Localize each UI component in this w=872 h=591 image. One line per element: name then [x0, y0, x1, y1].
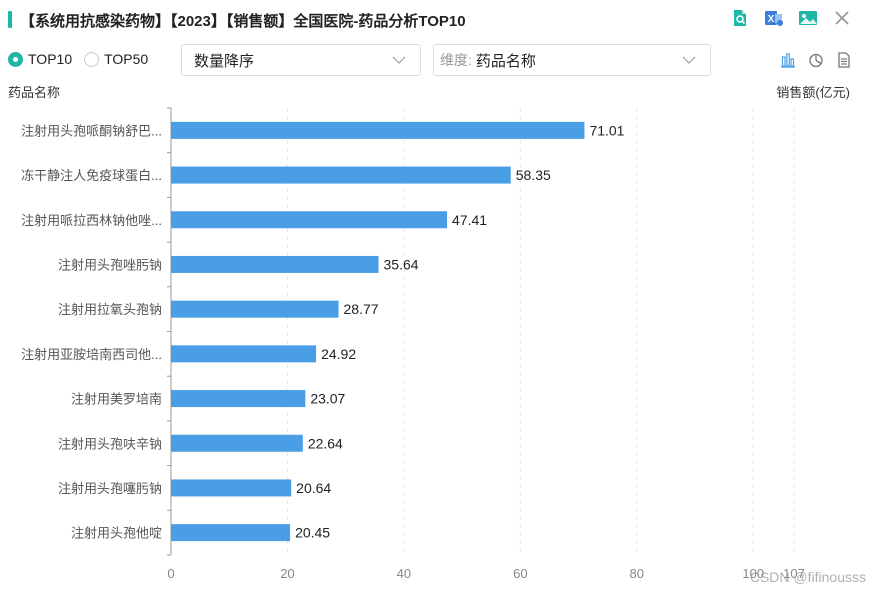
category-label: 注射用哌拉西林钠他唑...: [21, 213, 162, 228]
svg-text:X: X: [768, 14, 775, 25]
value-label: 35.64: [384, 256, 419, 272]
category-label: 注射用头孢哌酮钠舒巴...: [21, 123, 162, 138]
x-tick-label: 80: [630, 566, 644, 581]
bar: [171, 121, 585, 139]
chevron-down-icon: [682, 56, 696, 64]
watermark: CSDN @fifinousss: [749, 569, 866, 585]
category-label: 注射用美罗培南: [71, 392, 162, 407]
value-label: 58.35: [516, 167, 551, 183]
excel-export-icon[interactable]: X: [764, 8, 784, 28]
sort-select[interactable]: 数量降序: [181, 44, 421, 76]
category-label: 注射用亚胺培南西司他...: [21, 347, 162, 362]
bar: [171, 390, 306, 408]
image-export-icon[interactable]: [798, 8, 818, 28]
controls-bar: TOP10 TOP50 数量降序 维度: 药品名称: [0, 42, 872, 78]
bar: [171, 300, 339, 318]
y-axis-caption: 药品名称: [8, 85, 61, 100]
radio-top10-circle[interactable]: [8, 51, 23, 67]
x-tick-label: 0: [167, 566, 174, 581]
value-label: 22.64: [308, 435, 343, 451]
value-label: 47.41: [452, 212, 487, 228]
toolbar: X: [730, 8, 852, 28]
x-tick-label: 60: [513, 566, 527, 581]
radio-top50-circle[interactable]: [84, 51, 100, 67]
radio-top50-label: TOP50: [104, 51, 149, 67]
dimension-select[interactable]: 维度: 药品名称: [433, 44, 711, 76]
category-label: 冻干静注人免疫球蛋白...: [21, 168, 162, 183]
chevron-down-icon: [392, 56, 406, 64]
bar: [171, 255, 379, 273]
chart-title: 【系统用抗感染药物】【2023】【销售额】全国医院-药品分析TOP10: [20, 13, 466, 30]
value-label: 28.77: [344, 301, 379, 317]
value-label: 71.01: [589, 122, 624, 138]
category-label: 注射用头孢噻肟钠: [58, 481, 162, 496]
sort-select-value: 数量降序: [194, 52, 255, 70]
value-label: 20.45: [295, 525, 330, 541]
category-label: 注射用头孢他啶: [71, 526, 162, 541]
title-accent-bar: [8, 11, 12, 28]
top-n-radio-group: TOP10 TOP50: [8, 51, 148, 67]
pie-chart-icon[interactable]: [808, 52, 824, 68]
category-label: 注射用头孢呋辛钠: [58, 436, 162, 451]
search-document-icon[interactable]: [730, 8, 750, 28]
radio-top10[interactable]: TOP10: [8, 51, 72, 67]
bar: [171, 211, 448, 229]
bar: [171, 345, 317, 363]
value-label: 20.64: [296, 480, 331, 496]
table-icon[interactable]: [836, 52, 852, 68]
bar: [171, 524, 291, 542]
dimension-select-value: 药品名称: [475, 52, 536, 70]
radio-top10-label: TOP10: [28, 51, 73, 67]
title-bar: 【系统用抗感染药物】【2023】【销售额】全国医院-药品分析TOP10 X: [0, 0, 872, 40]
value-label: 23.07: [310, 391, 345, 407]
value-label: 24.92: [321, 346, 356, 362]
bar: [171, 166, 511, 184]
x-tick-label: 40: [397, 566, 411, 581]
bar: [171, 434, 303, 452]
x-axis-caption: 销售额(亿元): [776, 85, 850, 100]
bar-chart-icon[interactable]: [780, 52, 796, 68]
x-tick-label: 100: [742, 566, 764, 581]
close-icon[interactable]: [832, 8, 852, 28]
x-tick-label: 20: [280, 566, 294, 581]
radio-top50[interactable]: TOP50: [84, 51, 148, 67]
dimension-prefix: 维度:: [440, 52, 472, 68]
category-label: 注射用拉氧头孢钠: [58, 302, 162, 317]
x-tick-label: 107: [783, 566, 805, 581]
bar: [171, 479, 292, 497]
category-label: 注射用头孢唑肟钠: [58, 257, 162, 272]
view-switcher: [780, 52, 852, 68]
